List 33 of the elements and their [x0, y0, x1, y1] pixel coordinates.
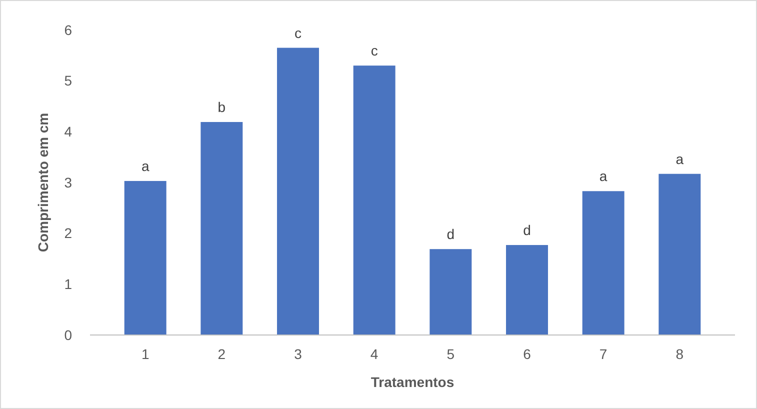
- y-tick-label: 5: [64, 72, 72, 89]
- x-tick-label: 6: [523, 346, 532, 362]
- x-tick-label: 7: [599, 346, 608, 362]
- annotation: b: [218, 99, 226, 116]
- annotation: a: [676, 150, 684, 167]
- x-tick-label: 1: [141, 346, 150, 362]
- bar: [353, 66, 396, 335]
- annotation: a: [141, 158, 150, 174]
- x-tick-label: 8: [676, 346, 684, 362]
- y-tick-label: 2: [64, 225, 72, 242]
- bar: [582, 191, 624, 335]
- y-tick-label: 3: [64, 174, 72, 190]
- y-tick-label: 6: [64, 22, 72, 38]
- x-tick-label: 5: [446, 346, 455, 362]
- bar: [277, 48, 319, 335]
- x-tick-label: 2: [218, 346, 226, 362]
- annotation: c: [370, 42, 378, 59]
- bar: [200, 122, 243, 335]
- y-tick-label: 1: [64, 276, 72, 292]
- x-tick-label: 4: [370, 346, 378, 362]
- annotation: a: [599, 168, 608, 184]
- annotation: c: [294, 24, 302, 41]
- bar: [658, 174, 701, 335]
- bar: [506, 245, 548, 335]
- annotation: d: [523, 222, 531, 238]
- y-tick-label: 4: [64, 124, 72, 140]
- y-axis-title: Comprimento em cm: [35, 112, 51, 252]
- x-tick-label: 3: [294, 346, 302, 362]
- bar: [430, 249, 472, 335]
- bar: [124, 180, 166, 335]
- y-tick-label: 0: [64, 326, 72, 343]
- x-axis-title: Tratamentos: [370, 374, 454, 390]
- annotation: d: [446, 226, 455, 242]
